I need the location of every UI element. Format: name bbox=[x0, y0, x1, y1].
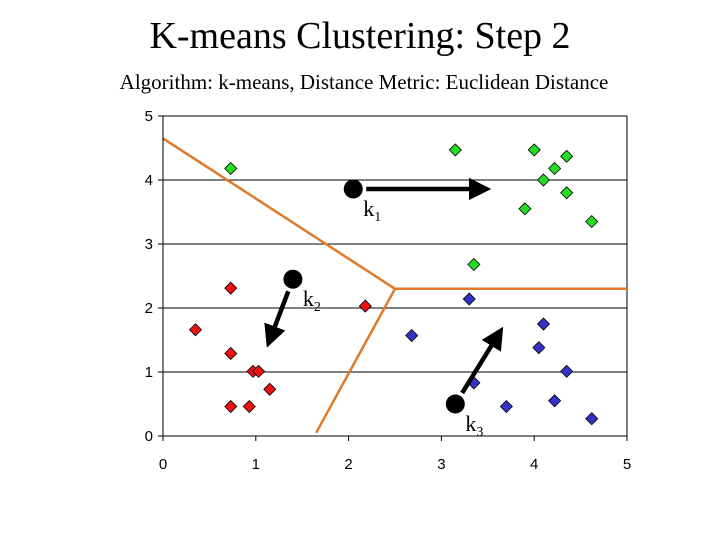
k1-label-subscript: 1 bbox=[374, 210, 381, 225]
k3-centroid bbox=[445, 394, 465, 414]
cluster-2-point-9 bbox=[358, 299, 372, 313]
cluster-1-point-6 bbox=[536, 173, 551, 187]
cluster-2-point-3 bbox=[224, 346, 238, 361]
cluster-3-point-7 bbox=[548, 394, 562, 408]
boundary-line-3 bbox=[315, 288, 397, 434]
cluster-3-point-3 bbox=[536, 317, 551, 331]
cluster-3-point-6 bbox=[560, 364, 574, 378]
cluster-2-point-2 bbox=[188, 323, 203, 337]
k2-label-subscript: 2 bbox=[314, 300, 321, 315]
k3-label-subscript: 3 bbox=[476, 425, 483, 440]
cluster-3-point-1 bbox=[462, 292, 476, 306]
cluster-1-point-9 bbox=[585, 215, 599, 229]
cluster-1-point-2 bbox=[448, 143, 462, 157]
cluster-1-point-8 bbox=[518, 202, 532, 216]
chart-subtitle: Algorithm: k-means, Distance Metric: Euc… bbox=[119, 70, 609, 94]
tick-label-y-5: 5 bbox=[145, 108, 153, 125]
cluster-2-point-1 bbox=[224, 281, 238, 295]
cluster-2-point-5 bbox=[252, 364, 266, 378]
cluster-2-point-6 bbox=[263, 382, 277, 396]
tick-label-y-3: 3 bbox=[145, 236, 153, 253]
k2-arrow bbox=[264, 290, 291, 348]
k1-label: k1 bbox=[363, 196, 381, 225]
cluster-1-point-1 bbox=[224, 161, 238, 176]
k2-centroid bbox=[283, 269, 303, 289]
cluster-1-point-7 bbox=[560, 186, 574, 200]
tick-label-y-2: 2 bbox=[145, 300, 153, 317]
cluster-3-point-2 bbox=[405, 328, 419, 343]
cluster-3-point-4 bbox=[532, 341, 546, 355]
tick-label-x-5: 5 bbox=[623, 456, 631, 473]
k3-label: k3 bbox=[465, 411, 483, 440]
tick-label-y-0: 0 bbox=[145, 428, 153, 445]
tick-label-y-4: 4 bbox=[145, 172, 153, 189]
tick-label-y-1: 1 bbox=[145, 364, 153, 381]
cluster-3-point-8 bbox=[499, 399, 513, 414]
tick-label-x-4: 4 bbox=[530, 456, 538, 473]
tick-label-x-1: 1 bbox=[252, 456, 260, 473]
cluster-2-point-8 bbox=[242, 399, 256, 414]
boundary-layer bbox=[162, 137, 627, 434]
boundary-line-1 bbox=[162, 137, 396, 290]
tick-label-x-2: 2 bbox=[344, 456, 352, 473]
k2-label: k2 bbox=[303, 286, 321, 315]
k1-centroid bbox=[343, 179, 363, 199]
axis-layer: 0 1 2 3 4 5 0 1 2 3 4 5 bbox=[145, 108, 632, 473]
cluster-1-point-4 bbox=[548, 161, 562, 176]
point-layer bbox=[188, 143, 599, 426]
cluster-3-point-9 bbox=[585, 412, 599, 426]
tick-label-x-3: 3 bbox=[437, 456, 445, 473]
k3-arrow bbox=[460, 326, 504, 395]
tick-label-x-0: 0 bbox=[159, 456, 167, 473]
cluster-1-point-3 bbox=[527, 143, 541, 157]
cluster-1-point-10 bbox=[467, 257, 481, 272]
cluster-1-point-5 bbox=[560, 149, 574, 163]
cluster-2-point-7 bbox=[224, 399, 238, 414]
chart-title: K-means Clustering: Step 2 bbox=[149, 15, 571, 57]
